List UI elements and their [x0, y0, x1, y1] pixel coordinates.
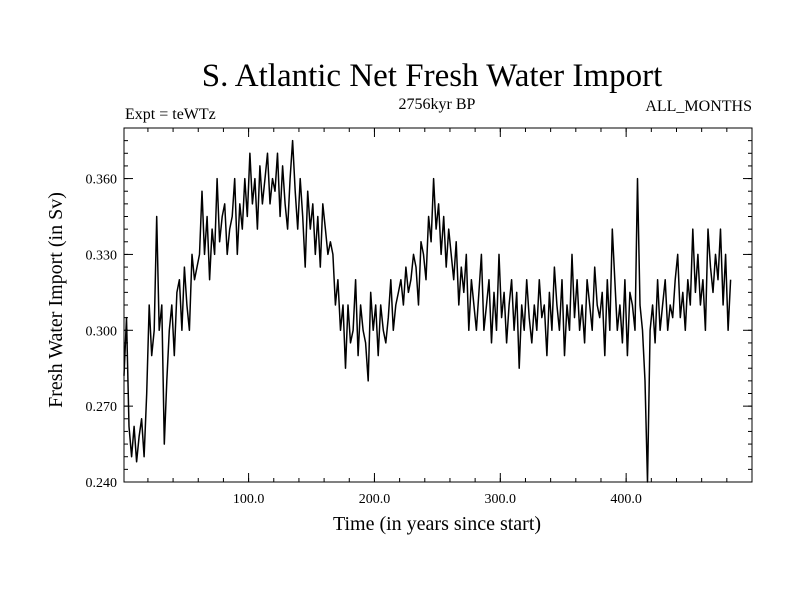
- y-tick-label: 0.330: [86, 248, 118, 263]
- x-tick-label: 400.0: [610, 492, 642, 507]
- months-label: ALL_MONTHS: [645, 98, 752, 115]
- y-tick-label: 0.300: [86, 324, 118, 339]
- y-tick-label: 0.270: [86, 400, 118, 415]
- x-tick-label: 100.0: [233, 492, 265, 507]
- chart-title: S. Atlantic Net Fresh Water Import: [202, 58, 663, 94]
- y-tick-label: 0.240: [86, 476, 118, 491]
- experiment-label: Expt = teWTz: [125, 106, 216, 123]
- y-tick-label: 0.360: [86, 173, 118, 188]
- x-tick-label: 300.0: [485, 492, 517, 507]
- plot-area: 100.0 200.0 300.0 400.0 0.240 0.270 0.300 0.330…: [86, 127, 753, 507]
- x-axis-label: Time (in years since start): [333, 513, 541, 535]
- series-line: [123, 139, 732, 483]
- period-label: 2756kyr BP: [399, 96, 476, 113]
- y-axis-label: Fresh Water Import (in Sv): [45, 192, 67, 408]
- x-tick-label: 200.0: [359, 492, 391, 507]
- plot-frame: [123, 127, 753, 483]
